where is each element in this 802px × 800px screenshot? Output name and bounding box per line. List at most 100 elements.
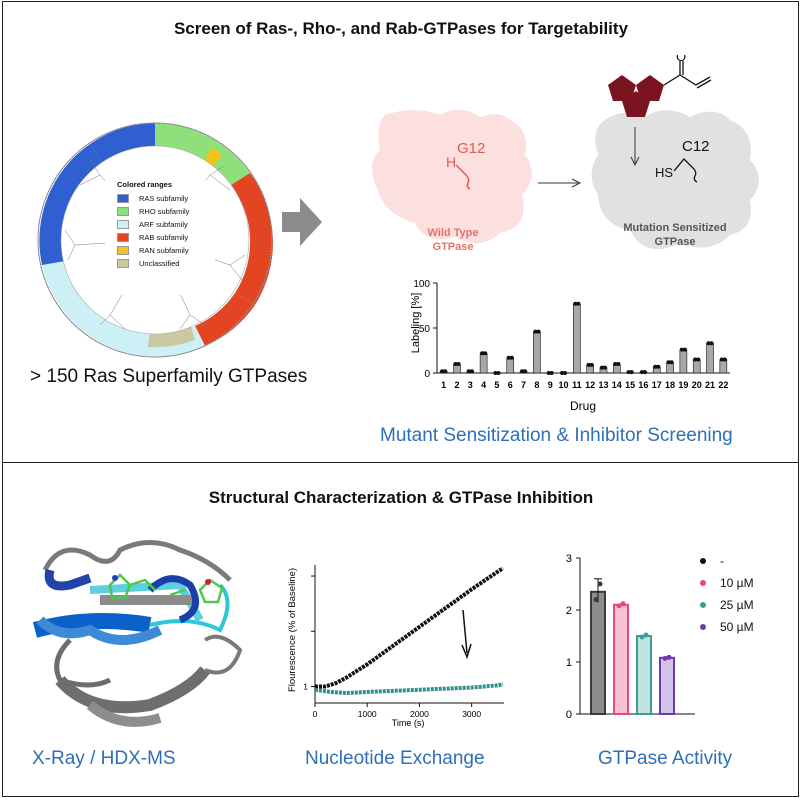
legend-item-ran: RAN subfamily — [117, 244, 215, 257]
legend-dot — [700, 624, 706, 630]
nucleotide-exchange-chart: Flourescence (% of Baseline) 0 1000 2000 30… — [287, 565, 505, 728]
data-point — [722, 357, 727, 362]
data-point — [546, 371, 551, 375]
bottom-title: Structural Characterization & GTPase Inh… — [208, 488, 594, 507]
bar — [533, 331, 541, 374]
legend-item-10um: 10 µM — [700, 572, 754, 594]
x-tick-label: 1000 — [358, 709, 377, 719]
bar — [692, 359, 701, 374]
bar — [706, 343, 714, 374]
data-point — [440, 369, 445, 374]
legend-dot — [700, 602, 706, 608]
x-tick-label: 10 — [559, 380, 569, 390]
y-tick-label: 50 — [419, 324, 431, 335]
x-tick-label: 2 — [454, 380, 459, 390]
bar — [479, 352, 488, 374]
legend-item-rab: RAB subfamily — [117, 231, 215, 244]
data-point — [669, 360, 674, 365]
data-point — [626, 370, 631, 375]
data-point — [656, 364, 661, 369]
data-point — [523, 369, 528, 374]
activity-caption: GTPase Activity — [598, 748, 733, 769]
x-tick-label: 8 — [534, 380, 539, 390]
y-tick-label: 1 — [566, 657, 572, 669]
sensitization-scheme: G12 H Wild Type GTPase C12 HS Mutation S… — [371, 55, 759, 253]
data-point — [599, 365, 604, 370]
data-point — [586, 362, 591, 367]
x-tick-label: 15 — [625, 380, 635, 390]
bar — [613, 603, 629, 715]
y-tick-label: 0 — [566, 709, 572, 721]
x-tick-label: 3000 — [462, 709, 481, 719]
tree-legend-title: Colored ranges — [117, 180, 173, 189]
data-point — [620, 601, 626, 607]
data-point — [509, 355, 514, 360]
mut-atom-label: HS — [655, 165, 673, 180]
series-line-2 — [314, 682, 504, 696]
top-title: Screen of Ras-, Rho-, and Rab-GTPases fo… — [173, 19, 629, 38]
data-point — [536, 329, 541, 334]
x-tick-label: 5 — [494, 380, 499, 390]
wild-type-blob — [371, 109, 532, 244]
data-point — [496, 371, 501, 375]
data-point — [666, 360, 671, 365]
wt-label-line1: Wild Type — [427, 227, 478, 239]
legend-swatch — [117, 207, 129, 216]
bar — [679, 349, 688, 374]
legend-swatch — [117, 259, 129, 268]
bar — [659, 656, 675, 715]
labeling-ylabel: Labeling [%] — [410, 293, 422, 354]
data-point — [629, 370, 634, 375]
data-point — [639, 370, 644, 375]
legend-item-arf: ARF subfamily — [117, 218, 215, 231]
mutant-blob — [591, 110, 759, 250]
x-tick-label: 19 — [678, 380, 688, 390]
x-tick-label: 14 — [612, 380, 622, 390]
legend-item-none: - — [700, 550, 754, 572]
ketone-atom-label: O — [676, 55, 686, 64]
screen-caption: Mutant Sensitization & Inhibitor Screeni… — [380, 425, 733, 446]
data-point — [576, 301, 581, 306]
data-point — [616, 362, 621, 366]
wt-residue-label: G12 — [457, 140, 485, 157]
x-tick-label: 4 — [481, 380, 486, 390]
tree-legend: Colored ranges RAS subfamily RHO subfami… — [105, 180, 215, 295]
data-point — [506, 355, 511, 360]
wt-atom-label: H — [446, 154, 456, 170]
data-point — [602, 365, 607, 370]
data-point — [560, 371, 565, 375]
labeling-xlabel: Drug — [570, 399, 596, 413]
tree-caption: > 150 Ras Superfamily GTPases — [30, 366, 308, 387]
inhibitor-molecule-icon — [608, 61, 712, 117]
gtpase-activity-chart: 0 1 2 3 — [566, 553, 695, 721]
legend-swatch — [117, 246, 129, 255]
protein-structure — [32, 540, 243, 727]
x-tick-label: 1 — [441, 380, 446, 390]
y-tick-label: 2 — [566, 605, 572, 617]
bar — [573, 303, 581, 374]
x-tick-label: 21 — [705, 380, 715, 390]
data-point — [693, 357, 698, 362]
x-tick-label: 22 — [718, 380, 728, 390]
x-tick-label: 12 — [585, 380, 595, 390]
legend-item-ras: RAS subfamily — [117, 192, 215, 205]
legend-swatch — [117, 233, 129, 242]
wt-label-line2: GTPase — [433, 241, 474, 253]
legend-item-rho: RHO subfamily — [117, 205, 215, 218]
data-point — [679, 347, 684, 352]
series-line-1 — [315, 566, 505, 689]
addition-arrow-icon — [630, 127, 640, 167]
data-point — [456, 362, 461, 366]
x-tick-label: 20 — [692, 380, 702, 390]
exchange-ylabel: Flourescence (% of Baseline) — [287, 568, 298, 692]
x-tick-label: 0 — [313, 709, 318, 719]
data-point — [696, 357, 701, 362]
data-point — [453, 362, 458, 366]
data-point — [597, 581, 603, 587]
y-tick-label: 1 — [303, 681, 308, 691]
data-point — [480, 351, 485, 356]
x-tick-label: 13 — [598, 380, 608, 390]
x-tick-label: 3 — [468, 380, 473, 390]
data-point — [642, 370, 647, 375]
